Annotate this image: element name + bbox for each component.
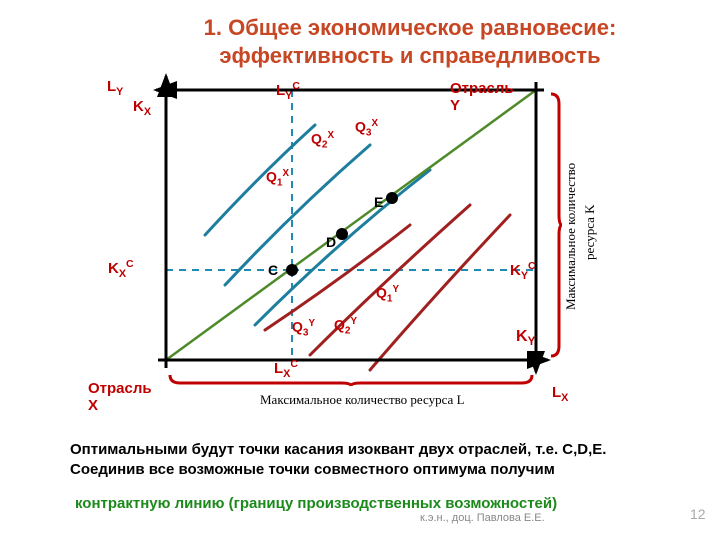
footer-author: к.э.н., доц. Павлова Е.Е. bbox=[420, 512, 545, 524]
diagram-label: ОтрасльY bbox=[450, 80, 514, 114]
diagram-label: KXC bbox=[108, 258, 134, 280]
page-number: 12 bbox=[690, 506, 706, 522]
svg-text:Максимальное количество: Максимальное количество bbox=[563, 163, 578, 310]
diagram-label: LY bbox=[107, 78, 123, 98]
contract-line-text: контрактную линию (границу производствен… bbox=[75, 495, 557, 512]
diagram-label: Q1Y bbox=[376, 284, 399, 304]
edgeworth-diagram: Максимальное количество ресурса L Максима… bbox=[80, 70, 620, 440]
svg-text:Максимальное количество ресурс: Максимальное количество ресурса L bbox=[260, 392, 465, 407]
diagram-label: LYC bbox=[276, 80, 300, 102]
diagram-label: E bbox=[374, 194, 383, 210]
diagram-label: KYC bbox=[510, 260, 536, 282]
diagram-label: LX bbox=[552, 384, 568, 404]
diagram-label: C bbox=[268, 262, 278, 278]
diagram-label: ОтрасльX bbox=[88, 380, 152, 414]
slide-title: 1. Общее экономическое равновесие: эффек… bbox=[130, 14, 690, 69]
title-line1: 1. Общее экономическое равновесие: bbox=[204, 15, 617, 40]
diagram-label: Q2X bbox=[311, 130, 334, 150]
diagram-label: KX bbox=[133, 98, 151, 118]
svg-text:ресурса K: ресурса K bbox=[582, 204, 597, 260]
diagram-label: Q1X bbox=[266, 168, 289, 188]
slide-root: 1. Общее экономическое равновесие: эффек… bbox=[0, 0, 720, 540]
diagram-label: D bbox=[326, 234, 336, 250]
diagram-label: LXC bbox=[274, 358, 298, 380]
body-paragraph: Оптимальными будут точки касания изокван… bbox=[70, 440, 680, 479]
diagram-label: Q3X bbox=[355, 118, 378, 138]
diagram-label: Q3Y bbox=[292, 318, 315, 338]
diagram-label: Q2Y bbox=[334, 316, 357, 336]
diagram-label: KY bbox=[516, 328, 535, 348]
title-line2: эффективность и справедливость bbox=[219, 43, 600, 68]
